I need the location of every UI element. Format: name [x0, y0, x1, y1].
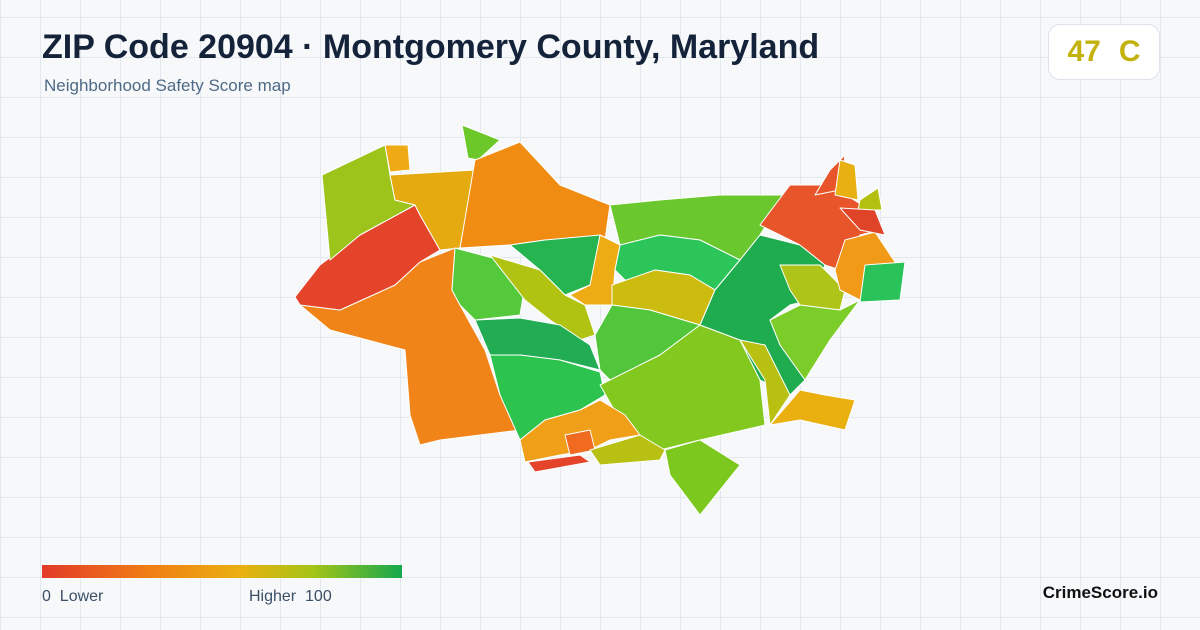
region	[459, 141, 611, 249]
title: ZIP Code 20904 · Montgomery County, Mary…	[42, 28, 820, 66]
legend-gradient	[42, 565, 402, 578]
legend-min-label: Lower	[59, 588, 104, 605]
score-value: 47	[1067, 35, 1101, 68]
region	[519, 399, 641, 463]
region	[859, 261, 906, 303]
region	[839, 207, 886, 236]
region	[769, 389, 856, 431]
legend-low: 0 Lower	[42, 588, 103, 606]
region	[384, 144, 411, 173]
brand: CrimeScore.io	[1042, 583, 1158, 602]
legend-max-label: Higher	[249, 588, 297, 605]
region	[769, 299, 861, 381]
region	[834, 159, 859, 201]
legend-min: 0	[42, 588, 51, 605]
region	[739, 339, 791, 426]
legend-max: 100	[305, 588, 332, 605]
subtitle: Neighborhood Safety Score map	[44, 76, 291, 95]
region	[857, 187, 883, 211]
score-grade: C	[1118, 35, 1141, 68]
region	[527, 454, 591, 473]
region	[489, 354, 606, 441]
score-badge: 47 C	[1048, 24, 1160, 80]
legend-high: Higher 100	[249, 588, 332, 606]
region	[589, 434, 666, 466]
region	[664, 439, 741, 516]
